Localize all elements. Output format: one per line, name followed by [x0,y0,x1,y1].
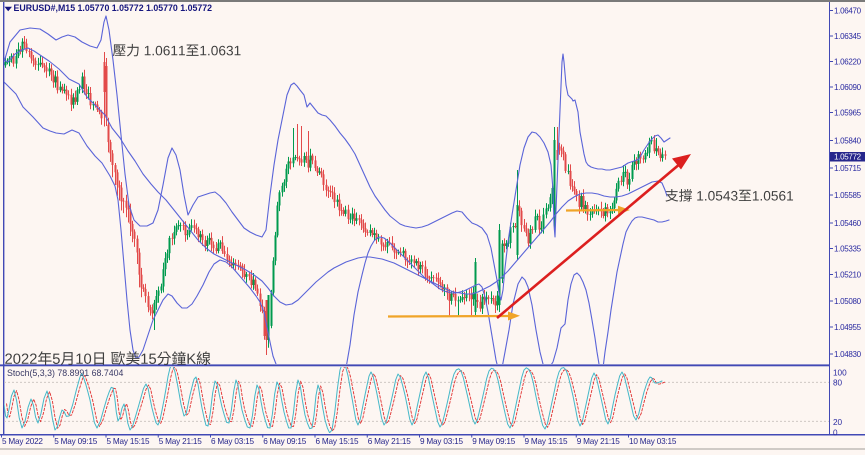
svg-text:5 May 2022: 5 May 2022 [2,437,43,446]
svg-text:80: 80 [833,379,843,388]
svg-text:6 May 21:15: 6 May 21:15 [368,437,412,446]
svg-text:5 May 09:15: 5 May 09:15 [54,437,98,446]
svg-text:5 May 15:15: 5 May 15:15 [107,437,151,446]
svg-text:6 May 15:15: 6 May 15:15 [316,437,360,446]
svg-text:1.05585: 1.05585 [834,191,862,200]
svg-text:1.05840: 1.05840 [834,137,862,146]
svg-text:5 May 21:15: 5 May 21:15 [159,437,203,446]
svg-text:1.05772: 1.05772 [834,152,862,161]
svg-text:9 May 09:15: 9 May 09:15 [472,437,516,446]
svg-text:1.05080: 1.05080 [834,297,862,306]
svg-text:Stoch(5,3,3) 78.8991 68.7404: Stoch(5,3,3) 78.8991 68.7404 [7,368,124,378]
svg-text:1.04955: 1.04955 [834,323,862,332]
svg-text:1.05335: 1.05335 [834,245,862,254]
svg-text:6 May 09:15: 6 May 09:15 [263,437,307,446]
svg-text:1.05965: 1.05965 [834,109,862,118]
svg-text:20: 20 [833,418,843,427]
svg-text:1.06345: 1.06345 [834,32,862,41]
svg-text:1.05715: 1.05715 [834,164,862,173]
svg-text:10 May 03:15: 10 May 03:15 [629,437,677,446]
svg-text:9 May 15:15: 9 May 15:15 [525,437,569,446]
svg-text:6 May 03:15: 6 May 03:15 [211,437,255,446]
svg-text:1.04830: 1.04830 [834,350,862,359]
svg-text:1.06470: 1.06470 [834,7,862,16]
svg-text:1.05210: 1.05210 [834,271,862,280]
svg-text:1.06090: 1.06090 [834,83,862,92]
svg-text:0: 0 [833,428,838,437]
svg-text:9 May 03:15: 9 May 03:15 [420,437,464,446]
svg-text:EURUSD#,M15 1.05770 1.05772 1: EURUSD#,M15 1.05770 1.05772 1.05770 1.05… [14,3,213,13]
svg-text:9 May 21:15: 9 May 21:15 [577,437,621,446]
svg-text:100: 100 [833,369,847,378]
svg-text:1.05460: 1.05460 [834,219,862,228]
svg-text:1.06220: 1.06220 [834,58,862,67]
